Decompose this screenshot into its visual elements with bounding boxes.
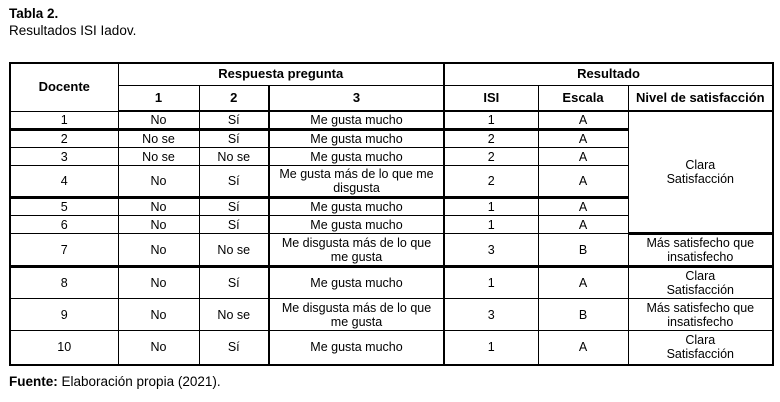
cell-pregunta-2: Sí [198,266,270,299]
cell-escala: A [537,266,629,299]
cell-pregunta-3: Me gusta mucho [267,266,445,299]
cell-pregunta-1: No [117,330,200,365]
cell-nivel: Más satisfecho que insatisfecho [627,233,774,268]
cell-isi: 2 [443,147,539,166]
results-table: Docente Respuesta pregunta Resultado 1 2… [9,62,775,366]
cell-docente: 8 [9,266,119,299]
cell-docente: 4 [9,165,119,199]
cell-pregunta-2: No se [198,147,270,166]
cell-escala: B [537,233,629,268]
cell-pregunta-1: No se [117,147,200,166]
cell-isi: 1 [443,330,539,365]
cell-pregunta-2: Sí [198,129,270,148]
cell-isi: 1 [443,197,539,216]
cell-pregunta-1: No [117,298,200,331]
cell-escala: A [537,129,629,148]
column-header-pregunta-2: 2 [198,84,270,112]
table-caption-title: Tabla 2. [9,6,59,21]
table-row: 5 No Sí Me gusta mucho 1 A [9,197,773,216]
column-header-pregunta-1: 1 [117,84,200,112]
cell-pregunta-1: No [117,110,200,131]
cell-pregunta-2: No se [198,298,270,331]
table-row: 8 No Sí Me gusta mucho 1 A Clara Satisfa… [9,266,774,299]
cell-pregunta-2: Sí [198,197,270,216]
cell-isi: 3 [443,298,539,331]
cell-docente: 10 [9,330,119,365]
cell-pregunta-1: No [117,233,200,268]
cell-nivel: Más satisfecho que insatisfecho [627,298,774,331]
cell-isi: 2 [443,165,539,199]
cell-escala: A [537,197,629,216]
cell-pregunta-2: Sí [198,110,270,131]
cell-nivel: Clara Satisfacción [627,266,774,299]
source-label: Fuente: [9,374,58,389]
cell-escala: A [537,330,629,365]
table-row: 1 No Sí Me gusta mucho 1 A Clara Satisfa… [9,110,774,235]
cell-pregunta-2: Sí [198,165,270,199]
cell-docente: 1 [9,110,119,131]
table-row: 2 No se Sí Me gusta mucho 2 A [9,129,773,148]
cell-pregunta-3: Me gusta mucho [267,197,445,216]
cell-nivel-merged: Clara Satisfacción [627,110,774,235]
cell-pregunta-1: No [117,266,200,299]
cell-pregunta-2: No se [198,233,270,268]
column-group-respuesta-pregunta: Respuesta pregunta [117,62,445,86]
cell-pregunta-2: Sí [198,215,270,234]
cell-pregunta-3: Me gusta más de lo que me disgusta [267,165,445,199]
cell-pregunta-2: Sí [198,330,270,365]
cell-isi: 1 [443,266,539,299]
cell-pregunta-3: Me gusta mucho [267,330,445,365]
column-header-escala: Escala [537,84,629,112]
column-header-pregunta-3: 3 [267,84,445,112]
cell-escala: A [537,110,629,131]
cell-escala: B [537,298,629,331]
cell-pregunta-3: Me gusta mucho [267,147,445,166]
source-note: Fuente: Elaboración propia (2021). [9,374,221,389]
column-header-nivel-satisfaccion: Nivel de satisfacción [627,84,774,112]
cell-isi: 3 [443,233,539,268]
column-header-isi: ISI [443,84,539,112]
table-caption: Tabla 2. Resultados ISI Iadov. [9,5,136,39]
cell-docente: 7 [9,233,119,268]
cell-pregunta-3: Me gusta mucho [267,215,445,234]
column-header-docente: Docente [9,62,119,112]
table-row: 4 No Sí Me gusta más de lo que me disgus… [9,165,773,199]
cell-pregunta-1: No se [117,129,200,148]
cell-docente: 9 [9,298,119,331]
cell-isi: 1 [443,110,539,131]
cell-pregunta-1: No [117,197,200,216]
cell-escala: A [537,165,629,199]
cell-pregunta-1: No [117,165,200,199]
cell-pregunta-1: No [117,215,200,234]
table-row: 6 No Sí Me gusta mucho 1 A [9,215,773,234]
table-row: 10 No Sí Me gusta mucho 1 A Clara Satisf… [9,330,774,365]
cell-escala: A [537,215,629,234]
table-row: 9 No No se Me disgusta más de lo que me … [9,298,774,331]
header-columns-row: 1 2 3 ISI Escala Nivel de satisfacción [10,84,774,112]
header-group-row: Docente Respuesta pregunta Resultado [9,62,774,112]
cell-pregunta-3: Me disgusta más de lo que me gusta [267,233,445,268]
cell-docente: 2 [9,129,119,148]
cell-pregunta-3: Me gusta mucho [267,129,445,148]
cell-pregunta-3: Me gusta mucho [267,110,445,131]
table-caption-subtitle: Resultados ISI Iadov. [9,23,137,38]
cell-docente: 6 [9,215,119,234]
cell-pregunta-3: Me disgusta más de lo que me gusta [267,298,445,331]
table-row: 3 No se No se Me gusta mucho 2 A [9,147,773,166]
cell-docente: 5 [9,197,119,216]
cell-nivel: Clara Satisfacción [627,330,774,365]
source-text: Elaboración propia (2021). [57,374,221,389]
cell-isi: 2 [443,129,539,148]
column-group-resultado: Resultado [443,62,774,86]
table-row: 7 No No se Me disgusta más de lo que me … [9,233,774,268]
cell-isi: 1 [443,215,539,234]
cell-escala: A [537,147,629,166]
cell-docente: 3 [9,147,119,166]
